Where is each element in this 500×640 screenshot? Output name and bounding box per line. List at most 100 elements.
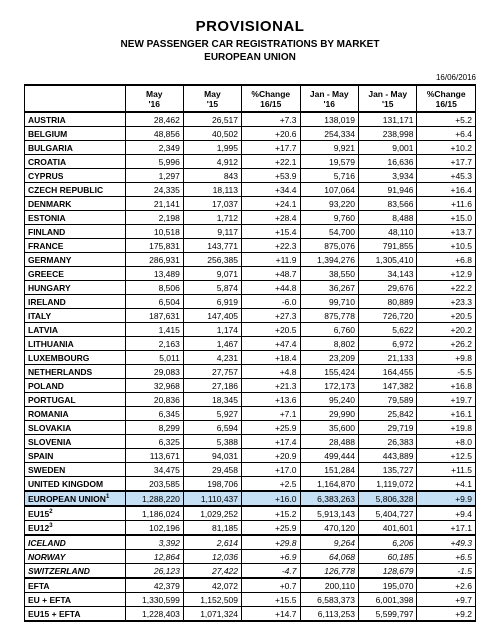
row-label: EU123 [25, 521, 126, 536]
cell-value: +7.1 [242, 407, 300, 421]
table-row: IRELAND6,5046,919-6.099,71080,889+23.3 [25, 295, 476, 309]
cell-value: 443,889 [358, 449, 416, 463]
table-row: EU123102,19681,185+25.9470,120401,601+17… [25, 521, 476, 536]
cell-value: -5.5 [417, 365, 476, 379]
cell-value: +45.3 [417, 169, 476, 183]
cell-value: 9,264 [300, 535, 358, 550]
cell-value: +47.4 [242, 337, 300, 351]
cell-value: 1,228,403 [125, 607, 183, 622]
col-header: %Change16/15 [242, 85, 300, 112]
cell-value: 4,231 [183, 351, 241, 365]
cell-value: +29.8 [242, 535, 300, 550]
table-row: ROMANIA6,3455,927+7.129,99025,842+16.1 [25, 407, 476, 421]
cell-value: 5,913,143 [300, 506, 358, 521]
row-label: CYPRUS [25, 169, 126, 183]
cell-value: 6,594 [183, 421, 241, 435]
cell-value: +10.5 [417, 239, 476, 253]
cell-value: +12.9 [417, 267, 476, 281]
row-label: EU15 + EFTA [25, 607, 126, 622]
cell-value: 1,305,410 [358, 253, 416, 267]
table-row: FRANCE175,831143,771+22.3875,076791,855+… [25, 239, 476, 253]
cell-value: 875,076 [300, 239, 358, 253]
row-label: CZECH REPUBLIC [25, 183, 126, 197]
cell-value: 9,117 [183, 225, 241, 239]
cell-value: 26,123 [125, 564, 183, 579]
table-row: EU1521,186,0241,029,252+15.25,913,1435,4… [25, 506, 476, 521]
cell-value: 9,071 [183, 267, 241, 281]
table-row: EU15 + EFTA1,228,4031,071,324+14.76,113,… [25, 607, 476, 622]
cell-value: +5.2 [417, 112, 476, 127]
cell-value: 48,856 [125, 127, 183, 141]
cell-value: 195,070 [358, 578, 416, 593]
cell-value: 5,404,727 [358, 506, 416, 521]
cell-value: 113,671 [125, 449, 183, 463]
cell-value: 12,864 [125, 550, 183, 564]
cell-value: 5,011 [125, 351, 183, 365]
table-row: UNITED KINGDOM203,585198,706+2.51,164,87… [25, 477, 476, 492]
cell-value: 21,141 [125, 197, 183, 211]
cell-value: 26,517 [183, 112, 241, 127]
cell-value: 5,996 [125, 155, 183, 169]
report-date: 16/06/2016 [24, 73, 476, 82]
cell-value: 28,488 [300, 435, 358, 449]
cell-value: 187,631 [125, 309, 183, 323]
cell-value: 128,679 [358, 564, 416, 579]
cell-value: 29,676 [358, 281, 416, 295]
row-label: ESTONIA [25, 211, 126, 225]
cell-value: +19.7 [417, 393, 476, 407]
row-label: CROATIA [25, 155, 126, 169]
table-row: ESTONIA2,1981,712+28.49,7608,488+15.0 [25, 211, 476, 225]
cell-value: 27,757 [183, 365, 241, 379]
table-row: FINLAND10,5189,117+15.454,70048,110+13.7 [25, 225, 476, 239]
table-row: GERMANY286,931256,385+11.91,394,2761,305… [25, 253, 476, 267]
cell-value: 81,185 [183, 521, 241, 536]
cell-value: 13,489 [125, 267, 183, 281]
cell-value: 470,120 [300, 521, 358, 536]
cell-value: 40,502 [183, 127, 241, 141]
cell-value: +25.9 [242, 421, 300, 435]
cell-value: 27,422 [183, 564, 241, 579]
cell-value: 4,912 [183, 155, 241, 169]
table-row: SPAIN113,67194,031+20.9499,444443,889+12… [25, 449, 476, 463]
cell-value: +49.3 [417, 535, 476, 550]
cell-value: 94,031 [183, 449, 241, 463]
row-label: DENMARK [25, 197, 126, 211]
cell-value: 6,972 [358, 337, 416, 351]
cell-value: 8,299 [125, 421, 183, 435]
cell-value: 38,550 [300, 267, 358, 281]
cell-value: 138,019 [300, 112, 358, 127]
row-label: IRELAND [25, 295, 126, 309]
cell-value: 175,831 [125, 239, 183, 253]
cell-value: 91,946 [358, 183, 416, 197]
row-label: GREECE [25, 267, 126, 281]
cell-value: 20,836 [125, 393, 183, 407]
cell-value: +19.8 [417, 421, 476, 435]
cell-value: +2.6 [417, 578, 476, 593]
cell-value: +27.3 [242, 309, 300, 323]
cell-value: 2,163 [125, 337, 183, 351]
cell-value: 27,186 [183, 379, 241, 393]
row-label: EUROPEAN UNION1 [25, 491, 126, 506]
cell-value: 499,444 [300, 449, 358, 463]
cell-value: 1,995 [183, 141, 241, 155]
cell-value: +11.6 [417, 197, 476, 211]
table-row: POLAND32,96827,186+21.3172,173147,382+16… [25, 379, 476, 393]
cell-value: +14.7 [242, 607, 300, 622]
table-row: PORTUGAL20,83618,345+13.695,24079,589+19… [25, 393, 476, 407]
row-label: AUSTRIA [25, 112, 126, 127]
cell-value: 25,842 [358, 407, 416, 421]
cell-value: 143,771 [183, 239, 241, 253]
cell-value: +22.3 [242, 239, 300, 253]
cell-value: +22.1 [242, 155, 300, 169]
col-header: Jan - May'15 [358, 85, 416, 112]
cell-value: +6.4 [417, 127, 476, 141]
cell-value: +25.9 [242, 521, 300, 536]
row-label: ITALY [25, 309, 126, 323]
cell-value: 401,601 [358, 521, 416, 536]
row-label: LUXEMBOURG [25, 351, 126, 365]
row-label: SLOVAKIA [25, 421, 126, 435]
cell-value: 18,345 [183, 393, 241, 407]
cell-value: +11.9 [242, 253, 300, 267]
cell-value: 1,467 [183, 337, 241, 351]
registrations-table: May'16May'15%Change16/15Jan - May'16Jan … [24, 84, 476, 622]
